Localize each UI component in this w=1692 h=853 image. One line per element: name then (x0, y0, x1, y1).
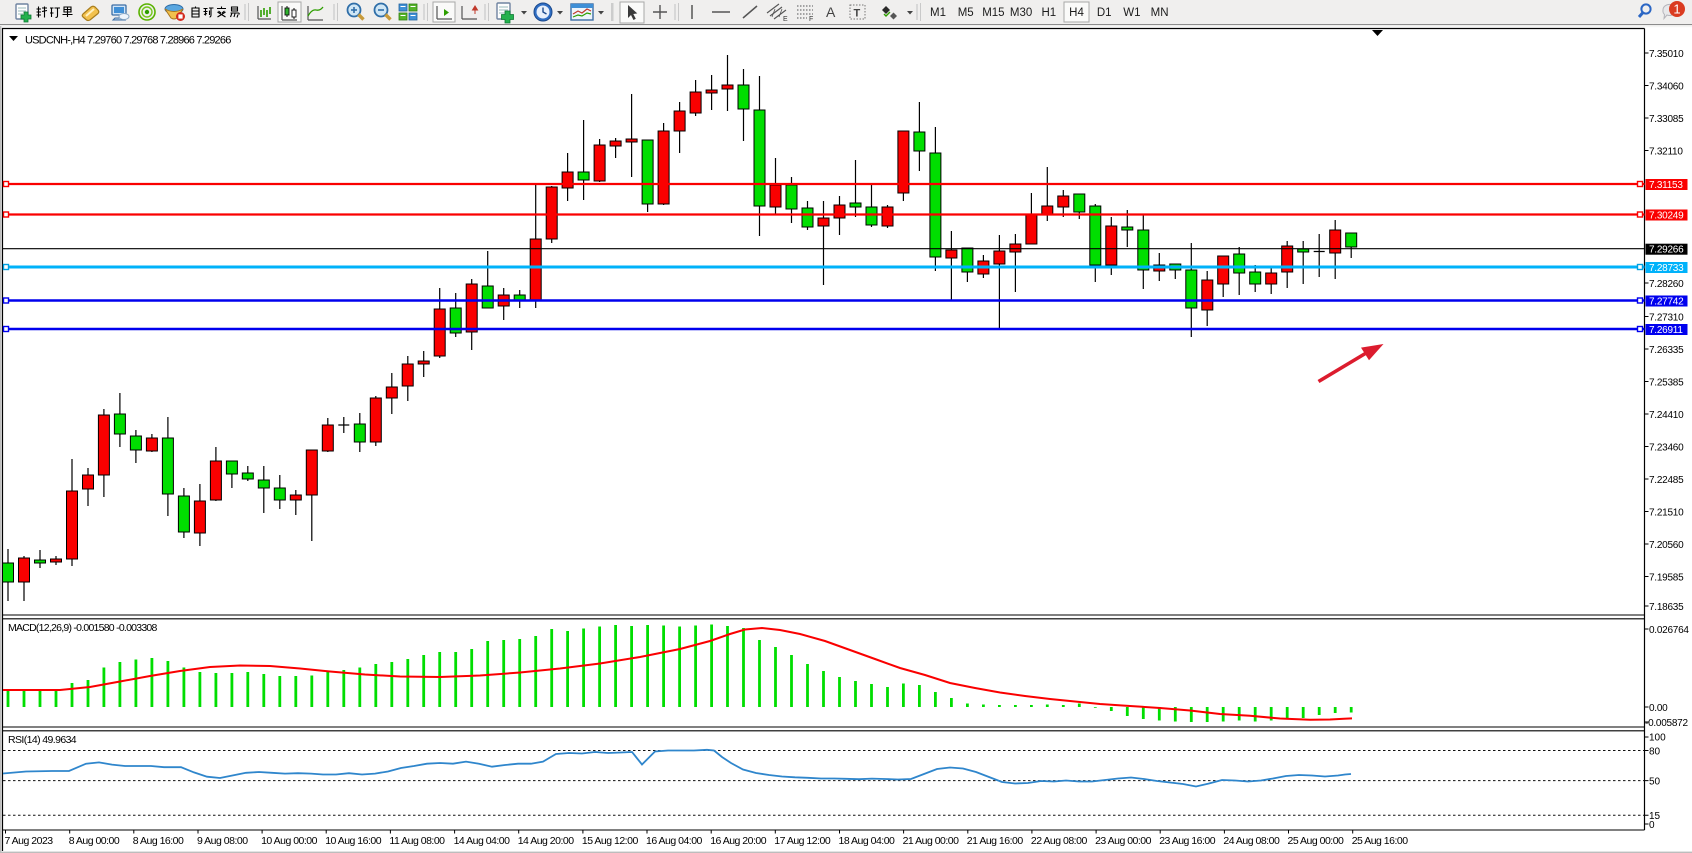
svg-text:7.28733: 7.28733 (1649, 263, 1684, 274)
svg-text:7.18635: 7.18635 (1649, 602, 1684, 613)
svg-text:MN: MN (1151, 7, 1169, 19)
svg-text:7.27742: 7.27742 (1649, 296, 1684, 307)
svg-text:100: 100 (1649, 733, 1666, 744)
svg-text:25 Aug 16:00: 25 Aug 16:00 (1352, 835, 1409, 847)
svg-text:A: A (826, 4, 836, 20)
svg-text:7.24410: 7.24410 (1649, 410, 1684, 421)
svg-text:H4: H4 (1069, 7, 1084, 19)
svg-text:F: F (809, 16, 813, 23)
svg-text:D1: D1 (1097, 7, 1112, 19)
svg-text:M1: M1 (930, 7, 946, 19)
svg-text:7.29266: 7.29266 (1649, 245, 1684, 256)
svg-text:0.00: 0.00 (1649, 703, 1668, 714)
svg-text:80: 80 (1649, 746, 1661, 757)
svg-text:7.27310: 7.27310 (1649, 312, 1684, 323)
svg-text:7.28260: 7.28260 (1649, 279, 1684, 290)
svg-text:7.21510: 7.21510 (1649, 507, 1684, 518)
svg-text:M15: M15 (982, 7, 1004, 19)
svg-text:7 Aug 2023: 7 Aug 2023 (5, 835, 54, 847)
svg-text:-0.005872: -0.005872 (1645, 718, 1688, 729)
svg-text:23 Aug 00:00: 23 Aug 00:00 (1095, 835, 1152, 847)
svg-text:8 Aug 16:00: 8 Aug 16:00 (133, 835, 184, 847)
svg-text:14 Aug 20:00: 14 Aug 20:00 (518, 835, 575, 847)
svg-text:M30: M30 (1010, 7, 1032, 19)
svg-text:17 Aug 12:00: 17 Aug 12:00 (774, 835, 831, 847)
svg-text:7.26911: 7.26911 (1649, 325, 1683, 336)
svg-text:50: 50 (1649, 776, 1661, 787)
svg-text:7.34060: 7.34060 (1649, 81, 1684, 92)
svg-text:14 Aug 04:00: 14 Aug 04:00 (454, 835, 511, 847)
svg-text:7.35010: 7.35010 (1649, 49, 1684, 60)
svg-text:9 Aug 08:00: 9 Aug 08:00 (197, 835, 248, 847)
svg-text:0: 0 (1649, 820, 1655, 831)
svg-text:16 Aug 20:00: 16 Aug 20:00 (710, 835, 767, 847)
svg-text:24 Aug 08:00: 24 Aug 08:00 (1223, 835, 1280, 847)
svg-text:7.20560: 7.20560 (1649, 540, 1684, 551)
svg-text:15: 15 (1649, 811, 1661, 822)
svg-text:15 Aug 12:00: 15 Aug 12:00 (582, 835, 639, 847)
svg-text:7.25385: 7.25385 (1649, 377, 1684, 388)
svg-text:7.26335: 7.26335 (1649, 345, 1684, 356)
svg-text:7.30249: 7.30249 (1649, 210, 1684, 221)
svg-text:11 Aug 08:00: 11 Aug 08:00 (389, 835, 445, 847)
svg-text:7.33085: 7.33085 (1649, 114, 1684, 125)
svg-text:1: 1 (1673, 2, 1680, 17)
svg-text:M5: M5 (958, 7, 974, 19)
svg-text:RSI(14) 49.9634: RSI(14) 49.9634 (8, 734, 77, 746)
svg-text:8 Aug 00:00: 8 Aug 00:00 (69, 835, 120, 847)
svg-text:E: E (783, 16, 788, 23)
svg-text:7.22485: 7.22485 (1649, 475, 1684, 486)
svg-text:USDCNH-,H4 7.29760 7.29768 7.: USDCNH-,H4 7.29760 7.29768 7.28966 7.292… (25, 35, 231, 47)
svg-text:7.32110: 7.32110 (1649, 146, 1683, 157)
svg-text:16 Aug 04:00: 16 Aug 04:00 (646, 835, 703, 847)
svg-text:22 Aug 08:00: 22 Aug 08:00 (1031, 835, 1088, 847)
svg-text:7.23460: 7.23460 (1649, 442, 1684, 453)
svg-text:W1: W1 (1123, 7, 1140, 19)
svg-text:7.19585: 7.19585 (1649, 572, 1684, 583)
svg-text:7.31153: 7.31153 (1649, 180, 1683, 191)
svg-text:MACD(12,26,9) -0.001580 -0.003: MACD(12,26,9) -0.001580 -0.003308 (8, 622, 158, 634)
svg-text:H1: H1 (1041, 7, 1056, 19)
svg-text:T: T (854, 8, 861, 20)
svg-text:23 Aug 16:00: 23 Aug 16:00 (1159, 835, 1216, 847)
svg-text:10 Aug 00:00: 10 Aug 00:00 (261, 835, 318, 847)
svg-text:21 Aug 16:00: 21 Aug 16:00 (967, 835, 1024, 847)
svg-text:18 Aug 04:00: 18 Aug 04:00 (839, 835, 896, 847)
svg-text:10 Aug 16:00: 10 Aug 16:00 (325, 835, 382, 847)
svg-text:0.026764: 0.026764 (1649, 625, 1689, 636)
svg-text:25 Aug 00:00: 25 Aug 00:00 (1288, 835, 1345, 847)
svg-text:21 Aug 00:00: 21 Aug 00:00 (903, 835, 960, 847)
